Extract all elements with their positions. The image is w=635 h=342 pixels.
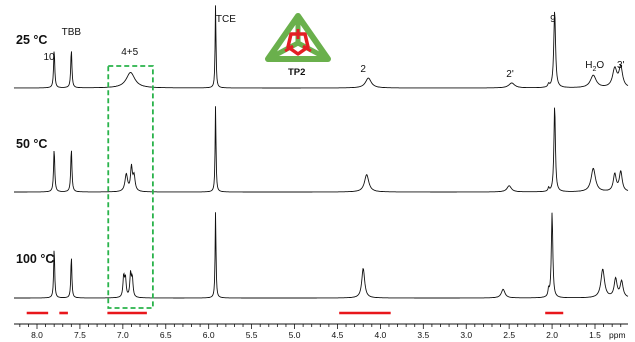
- x-tick-label: 3.5: [417, 330, 429, 340]
- x-tick-label: 6.0: [203, 330, 215, 340]
- water-peak-label: H2O: [585, 60, 604, 73]
- spectrum-traces: [13, 5, 629, 299]
- x-tick-label: 4.0: [374, 330, 386, 340]
- x-tick-label: 2.5: [503, 330, 515, 340]
- x-axis: 8.0 7.5 7.0 6.5 6.0 5.5 5.0 4.5 4.0 3.5 3.0 2.5 2.0 1…: [14, 323, 628, 340]
- x-tick-label: 3.0: [460, 330, 472, 340]
- peak-label-8: 3': [617, 60, 625, 71]
- x-tick-label: 7.5: [74, 330, 86, 340]
- temp-label-50: 50 °C: [16, 137, 47, 151]
- peak-label-5: 2: [360, 64, 366, 75]
- x-tick-label: 1.5: [589, 330, 601, 340]
- tp2-structure-icon: [265, 13, 331, 62]
- spectrum-trace-3: [14, 212, 629, 299]
- peak-label-7: 9: [550, 14, 556, 25]
- peak-label-4: TCE: [216, 14, 236, 25]
- temp-label-100: 100 °C: [16, 252, 54, 266]
- peak-label-1: 10: [43, 52, 55, 63]
- structure-label: TP2: [288, 67, 305, 78]
- temp-label-25: 25 °C: [16, 33, 47, 47]
- x-tick-label: 5.0: [289, 330, 301, 340]
- peak-labels: 10 TBB 4+5 TCE 2 2' 9 3': [43, 14, 624, 80]
- x-tick-label: 2.0: [546, 330, 558, 340]
- peak-label-3: 4+5: [121, 47, 138, 58]
- peak-label-6: 2': [506, 69, 514, 80]
- x-tick-label: 6.5: [160, 330, 172, 340]
- x-axis-unit-label: ppm: [609, 330, 626, 340]
- x-tick-label: 4.5: [332, 330, 344, 340]
- x-tick-label: 7.0: [117, 330, 129, 340]
- spectrum-trace-1: [13, 5, 629, 89]
- peak-label-2: TBB: [62, 27, 82, 38]
- x-tick-label: 8.0: [31, 330, 43, 340]
- spectrum-trace-2: [14, 106, 629, 193]
- x-tick-label: 5.5: [246, 330, 258, 340]
- aromatic-highlight-box: [107, 65, 154, 309]
